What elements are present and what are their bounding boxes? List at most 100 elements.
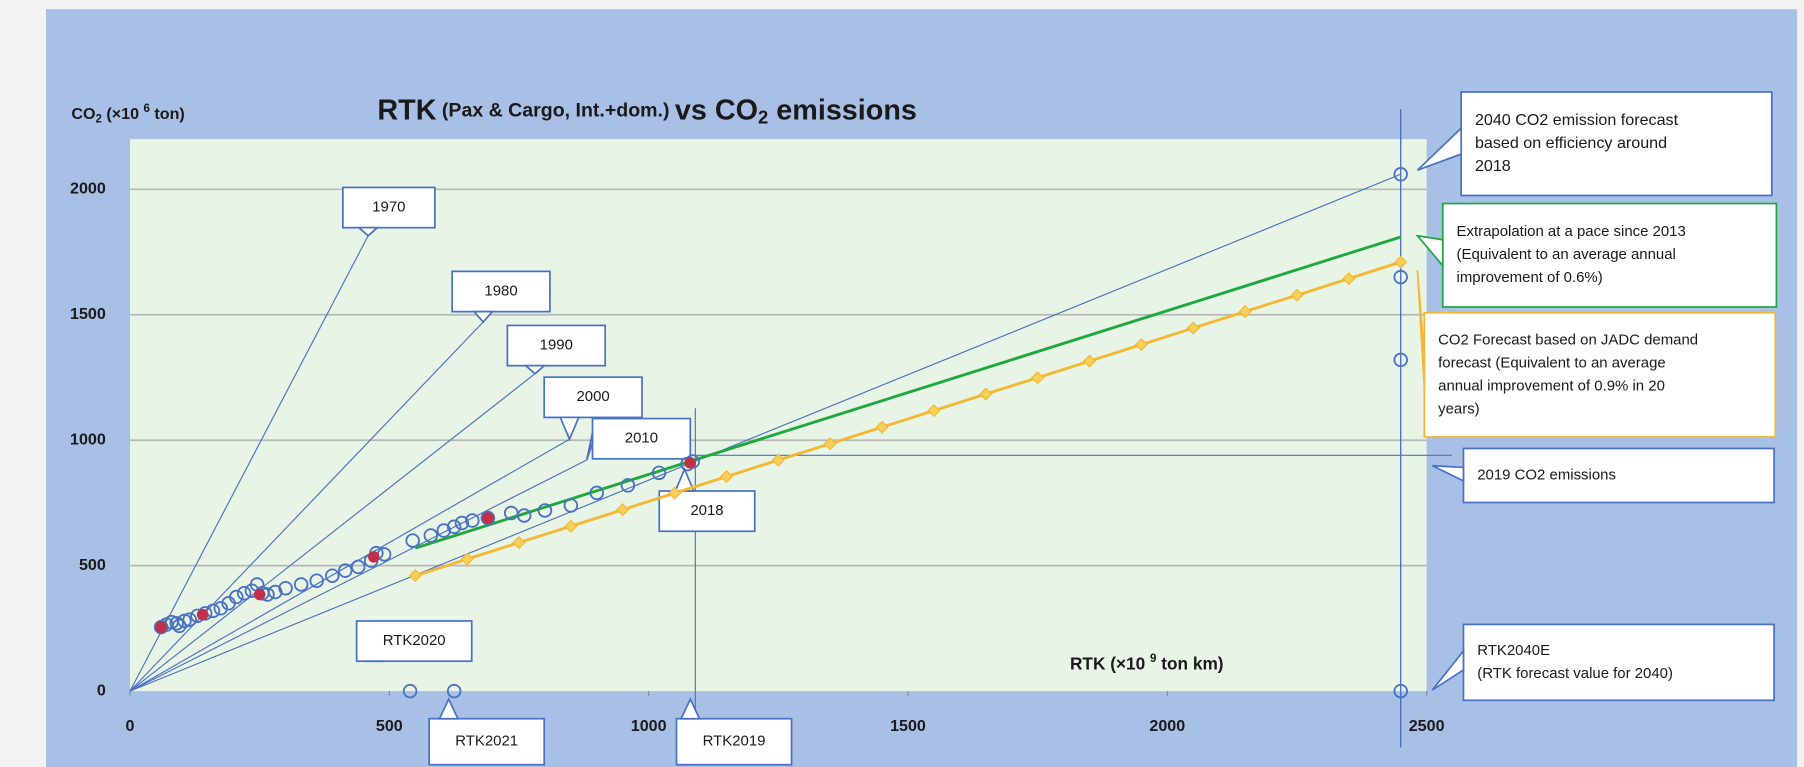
callout: 2010 (585, 417, 692, 461)
point (172, 618, 187, 634)
callout-text: 2019 CO2 emissions (1477, 466, 1616, 483)
year-ray (129, 321, 484, 692)
callout-text: RTK2020 (383, 632, 446, 649)
callout: 1970 (341, 186, 436, 237)
point (563, 498, 579, 513)
callout-pointer (438, 697, 460, 720)
callout-text: RTK2019 (703, 733, 766, 750)
chart-title: RTK (Pax & Cargo, Int.+dom.) vs CO2 emis… (377, 94, 917, 127)
label-part: CO (71, 105, 95, 123)
point (1393, 352, 1408, 368)
point (1238, 304, 1252, 319)
line (414, 260, 1402, 578)
callout-text: 2010 (625, 430, 658, 447)
callout: 1980 (451, 270, 551, 324)
callout-text: 1980 (484, 282, 517, 299)
point (408, 569, 422, 583)
point (979, 387, 993, 401)
year-ray (129, 459, 588, 692)
point (616, 503, 630, 517)
point (402, 683, 418, 699)
point (480, 510, 496, 526)
callout-text: improvement of 0.6%) (1457, 269, 1603, 286)
forecast-2040-ray (129, 173, 1401, 692)
point (1290, 288, 1304, 302)
point (512, 536, 526, 550)
x-axis-label: RTK (×10 9 ton km) (1070, 653, 1224, 673)
callout-text: 2040 CO2 emission forecast (1475, 111, 1679, 129)
callout-text: 1990 (540, 337, 573, 354)
point (482, 512, 494, 524)
point (293, 577, 309, 592)
label-part: 9 (1150, 653, 1156, 665)
label-part: ton km) (1156, 653, 1223, 673)
callout-text: 2018 (690, 502, 723, 519)
callout-pointer (523, 364, 547, 375)
callout-pointer (558, 416, 581, 442)
label-part: 6 (144, 103, 150, 115)
callout: Extrapolation at a pace since 2013 (Equiv… (1415, 202, 1778, 308)
callout: RTK2021 (428, 697, 546, 766)
callout-box (1462, 447, 1775, 504)
point (1393, 167, 1408, 182)
callout: RTK2020 (355, 620, 473, 663)
callout-box (543, 376, 643, 419)
callout-text: RTK2040E (1477, 642, 1550, 659)
callout-box (355, 620, 473, 663)
y-tick-label: 1500 (70, 305, 106, 323)
point (668, 486, 682, 500)
point (309, 573, 324, 588)
point (1393, 269, 1408, 285)
point (368, 551, 380, 563)
callout-text: forecast (Equivalent to an average (1438, 354, 1666, 371)
callout-box (1460, 91, 1773, 197)
point (337, 563, 353, 578)
y-tick-label: 2000 (70, 180, 106, 198)
title-part: (Pax & Cargo, Int.+dom.) (436, 100, 674, 122)
callout-text: 1970 (372, 199, 405, 216)
callout-box (341, 186, 436, 229)
point (454, 515, 470, 531)
point (1393, 683, 1408, 699)
callout-pointer (1416, 126, 1463, 171)
label-part: 2 (95, 114, 101, 126)
y-tick-label: 0 (97, 681, 106, 699)
callout-pointer (1432, 464, 1465, 483)
point (684, 457, 696, 469)
point (1082, 354, 1097, 368)
callout-box (506, 324, 607, 367)
point (719, 470, 734, 484)
point (465, 513, 480, 528)
point (516, 508, 532, 523)
callout: 2000 (543, 376, 643, 442)
label-part: ton) (150, 105, 185, 123)
callout-box (1462, 623, 1775, 702)
title-part: RTK (377, 94, 436, 126)
point (325, 568, 340, 583)
callout-box (591, 417, 692, 460)
callout-text: 2018 (1475, 157, 1511, 175)
callout: 2040 CO2 emission forecast based on effic… (1416, 91, 1773, 197)
callout-text: (RTK forecast value for 2040) (1477, 665, 1673, 682)
callout-text: 2000 (576, 388, 609, 405)
point (589, 485, 605, 501)
point (927, 404, 941, 418)
point (236, 586, 252, 601)
callout-box (1441, 202, 1778, 308)
point (446, 519, 462, 535)
point (423, 528, 439, 543)
callout: CO2 Forecast based on JADC demand forecas… (1416, 270, 1777, 438)
callout-pointer (472, 310, 495, 324)
point (620, 478, 636, 493)
point (1186, 321, 1200, 335)
callout-box (1423, 311, 1777, 438)
title-part: emissions (768, 94, 917, 126)
point (155, 621, 167, 633)
label-part: RTK (×10 (1070, 653, 1150, 673)
x-tick-label: 2500 (1409, 717, 1445, 735)
point (177, 613, 192, 629)
x-tick-label: 500 (376, 717, 403, 735)
callout-pointer (585, 432, 594, 461)
